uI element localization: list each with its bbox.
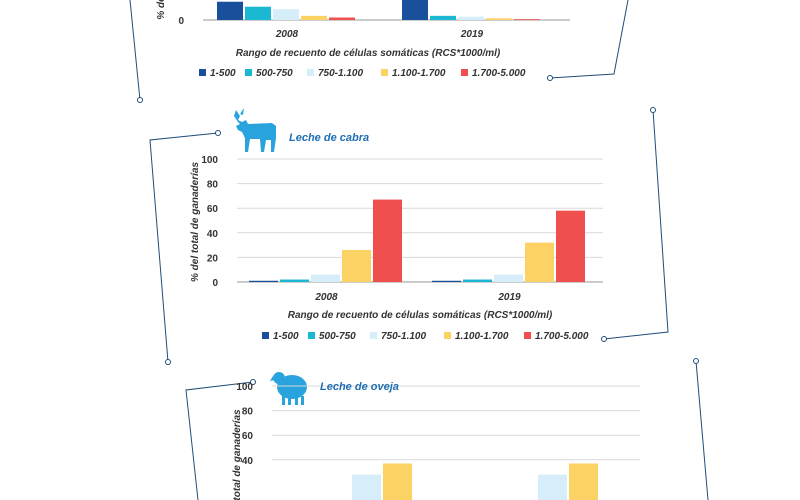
legend-swatch — [524, 332, 531, 339]
y-tick-label: 60 — [242, 431, 254, 442]
chart-title: Leche de oveja — [320, 381, 399, 393]
legend-entry: 500-750 — [256, 68, 293, 79]
y-tick-label: 40 — [207, 229, 219, 240]
bar-1-500-2008 — [249, 280, 278, 282]
frame-dot — [601, 336, 607, 342]
frame-line — [603, 109, 669, 340]
x-axis-title: Rango de recuento de células somáticas (… — [288, 310, 553, 321]
chart-title: Leche de cabra — [289, 132, 369, 144]
y-tick-label: 60 — [207, 204, 219, 215]
legend-entry: 1.700-5.000 — [472, 68, 526, 79]
x-category-label: 2019 — [460, 29, 484, 40]
legend-entry: 750-1.100 — [318, 68, 363, 79]
y-axis-title: % de — [156, 0, 167, 20]
bar-1.700-5.000-2008 — [329, 17, 355, 20]
bar-500-750-2019 — [430, 15, 456, 20]
frame-line — [695, 360, 709, 500]
frame-line — [185, 381, 254, 500]
bar-1.700-5.000-2008 — [373, 199, 402, 282]
legend-entry: 1-500 — [273, 331, 299, 342]
bar-750-1.100-2008 — [352, 474, 381, 500]
x-category-label: 2019 — [497, 292, 521, 303]
y-tick-label: 40 — [242, 456, 254, 467]
y-tick-label: 100 — [236, 382, 253, 393]
bar-750-1.100-2019 — [458, 16, 484, 20]
legend-swatch — [370, 332, 377, 339]
y-tick-label: 100 — [201, 155, 218, 166]
frame-dot — [650, 107, 656, 113]
bar-1.100-1.700-2019 — [486, 18, 512, 20]
y-tick-label: 0 — [212, 278, 218, 289]
legend-entry: 1.100-1.700 — [392, 68, 446, 79]
legend-entry: 1-500 — [210, 68, 236, 79]
y-tick-label: 80 — [207, 180, 219, 191]
bar-1.700-5.000-2019 — [514, 19, 540, 20]
frame-dot — [165, 359, 171, 365]
bar-1-500-2008 — [217, 1, 243, 21]
bar-1.700-5.000-2019 — [556, 210, 585, 282]
legend-swatch — [199, 69, 206, 76]
x-category-label: 2008 — [275, 29, 299, 40]
bar-1.100-1.700-2019 — [525, 242, 554, 282]
y-axis-title: % del total de ganaderías — [190, 162, 201, 282]
legend-swatch — [381, 69, 388, 76]
y-tick-label: 20 — [207, 253, 219, 264]
legend-swatch — [245, 69, 252, 76]
legend-swatch — [444, 332, 451, 339]
bar-1-500-2019 — [432, 280, 461, 282]
bar-1-500-2019 — [402, 0, 428, 20]
x-category-label: 2008 — [314, 292, 338, 303]
bar-1.100-1.700-2008 — [301, 15, 327, 20]
frame-line — [149, 132, 219, 363]
legend-entry: 500-750 — [319, 331, 356, 342]
frame-line — [129, 0, 141, 101]
sheep-icon — [270, 372, 307, 405]
legend-swatch — [262, 332, 269, 339]
bar-750-1.100-2019 — [494, 274, 523, 282]
frame-dot — [137, 97, 143, 103]
decorative-frames — [129, 0, 709, 500]
legend-swatch — [461, 69, 468, 76]
legend-swatch — [307, 69, 314, 76]
bar-1.100-1.700-2008 — [342, 250, 371, 282]
frame-dot — [215, 130, 221, 136]
bar-1.100-1.700-2008 — [383, 463, 412, 500]
legend-entry: 750-1.100 — [381, 331, 426, 342]
y-axis-title: total de ganaderías — [232, 409, 243, 500]
legend-swatch — [308, 332, 315, 339]
frame-dot — [547, 75, 553, 81]
legend-entry: 1.700-5.000 — [535, 331, 589, 342]
x-axis-title: Rango de recuento de células somáticas (… — [236, 48, 501, 59]
goat-icon — [234, 108, 276, 152]
bar-750-1.100-2008 — [273, 9, 299, 20]
y-tick-label: 0 — [178, 16, 184, 27]
frame-dot — [693, 358, 699, 364]
frame-dot — [250, 379, 256, 385]
bar-750-1.100-2008 — [311, 274, 340, 282]
bar-500-750-2008 — [245, 6, 271, 21]
bar-500-750-2008 — [280, 279, 309, 282]
bar-1.100-1.700-2019 — [569, 463, 598, 500]
y-tick-label: 80 — [242, 407, 254, 418]
legend-entry: 1.100-1.700 — [455, 331, 509, 342]
bar-750-1.100-2019 — [538, 474, 567, 500]
bar-500-750-2019 — [463, 279, 492, 282]
frame-line — [549, 0, 629, 79]
